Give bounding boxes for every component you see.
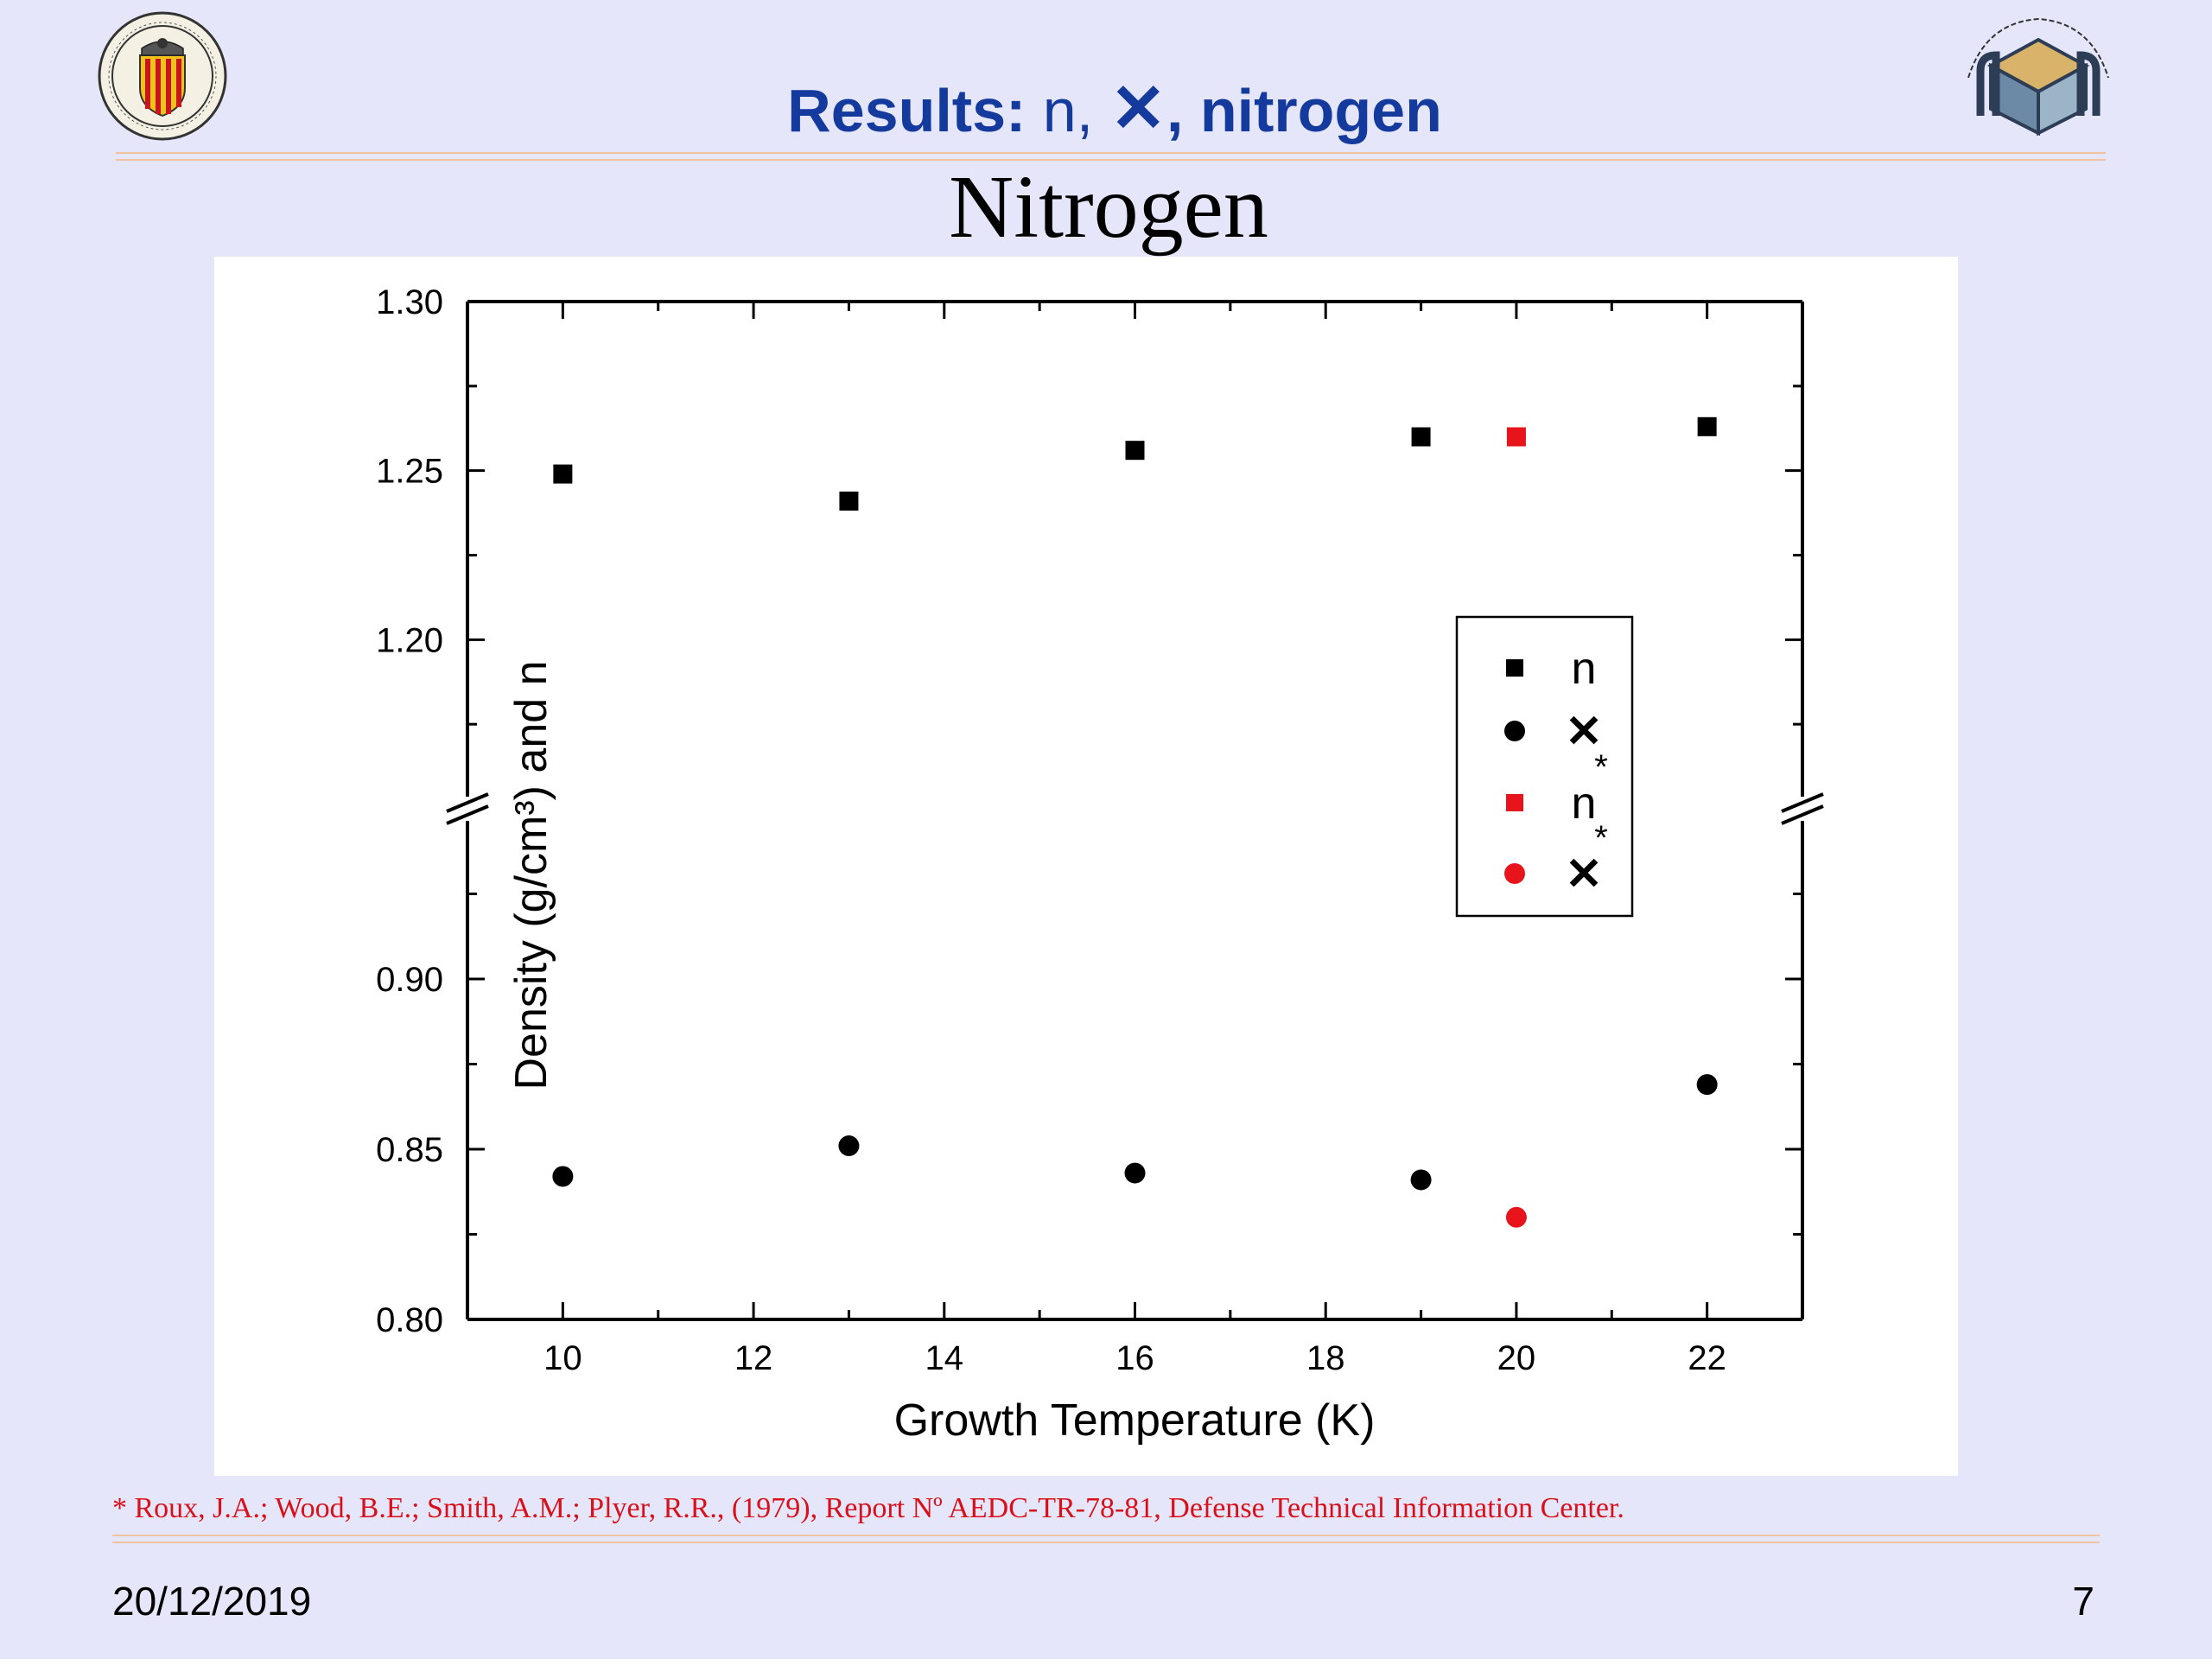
x-tick-label: 18 (1306, 1339, 1345, 1377)
university-seal-logo (98, 11, 227, 141)
data-point-circle (1505, 1206, 1527, 1228)
y-axis-label: Density (g/cm³) and n (506, 660, 556, 1090)
y-axis-break-mark (446, 792, 489, 813)
legend-label-superscript: * (1594, 819, 1608, 857)
x-tick-label: 20 (1497, 1339, 1536, 1377)
right-axis-break-mark (1781, 792, 1824, 813)
data-point-square (1506, 427, 1526, 447)
legend-marker-circle (1504, 863, 1525, 884)
y-tick-label: 1.30 (376, 283, 443, 321)
right-axis-break-mark (1781, 804, 1824, 825)
legend-label: n (1572, 644, 1597, 694)
legend-marker-square (1506, 794, 1523, 811)
reference-citation: * Roux, J.A.; Wood, B.E.; Smith, A.M.; P… (112, 1492, 1624, 1524)
legend-marker-square (1506, 659, 1523, 677)
data-point-circle (1410, 1169, 1432, 1191)
y-tick-label: 0.80 (376, 1301, 443, 1339)
header-divider (116, 152, 2106, 161)
x-tick-label: 10 (543, 1339, 582, 1377)
data-point-square (1697, 416, 1717, 436)
title-suffix: , nitrogen (1166, 77, 1442, 144)
title-prefix: Results: (787, 77, 1027, 144)
y-tick-label: 0.85 (376, 1131, 443, 1169)
x-tick-label: 12 (734, 1339, 773, 1377)
legend-label: n (1572, 779, 1597, 829)
x-tick-label: 16 (1116, 1339, 1154, 1377)
data-point-square (553, 464, 573, 484)
title-symbol-n: n, (1026, 77, 1110, 144)
data-point-square (1411, 427, 1431, 447)
data-point-square (839, 491, 859, 511)
legend-marker-circle (1504, 721, 1525, 741)
chart-legend: n✕n*✕* (1455, 615, 1634, 918)
y-tick-label: 0.90 (376, 961, 443, 999)
school-logo (1967, 17, 2109, 137)
y-tick-label: 1.20 (376, 621, 443, 659)
y-tick-label: 1.25 (376, 453, 443, 491)
scatter-chart: 10 12 14 16 18 20 22 0.80 0.85 0.90 1.20 1.25 1.30 G… (376, 283, 1824, 1446)
slide-date: 20/12/2019 (112, 1579, 312, 1624)
chart-title: Nitrogen (949, 157, 1268, 257)
x-tick-label: 14 (925, 1339, 964, 1377)
legend-box (1455, 615, 1634, 918)
data-point-circle (1124, 1162, 1146, 1184)
title-symbol-x: ✕ (1109, 70, 1166, 146)
legend-label: ✕ (1565, 707, 1603, 757)
chart-panel: 10 12 14 16 18 20 22 0.80 0.85 0.90 1.20 1.25 1.30 G… (214, 257, 1958, 1476)
footer-divider (112, 1535, 2100, 1543)
y-axis-break-mark (446, 804, 489, 825)
data-point-square (1125, 441, 1145, 461)
x-tick-label: 22 (1688, 1339, 1726, 1377)
slide-title: Results: n, ✕, nitrogen (0, 69, 2212, 149)
legend-label-superscript: * (1594, 748, 1608, 786)
page-number: 7 (2072, 1579, 2094, 1624)
legend-label: ✕ (1565, 849, 1603, 899)
x-axis-label: Growth Temperature (K) (894, 1395, 1376, 1446)
data-point-circle (552, 1166, 574, 1187)
data-point-circle (838, 1135, 860, 1157)
data-point-circle (1696, 1074, 1718, 1096)
